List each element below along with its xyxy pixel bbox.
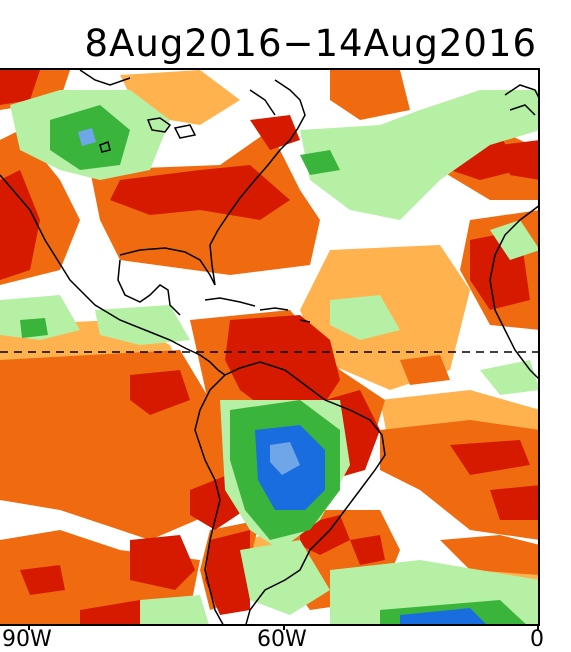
lon-label-0: 0 <box>530 627 544 652</box>
map-panel <box>0 68 540 626</box>
lon-label-60w: 60W <box>257 627 307 652</box>
tick-60w <box>283 624 285 630</box>
anomaly-map <box>0 70 538 624</box>
map-title: 8Aug2016−14Aug2016 <box>84 22 537 65</box>
tick-0 <box>537 624 539 630</box>
coastlines <box>0 70 538 624</box>
extreme-wet-regions <box>78 128 300 475</box>
lon-label-90w: 90W <box>2 627 52 652</box>
tick-90w <box>28 624 30 630</box>
